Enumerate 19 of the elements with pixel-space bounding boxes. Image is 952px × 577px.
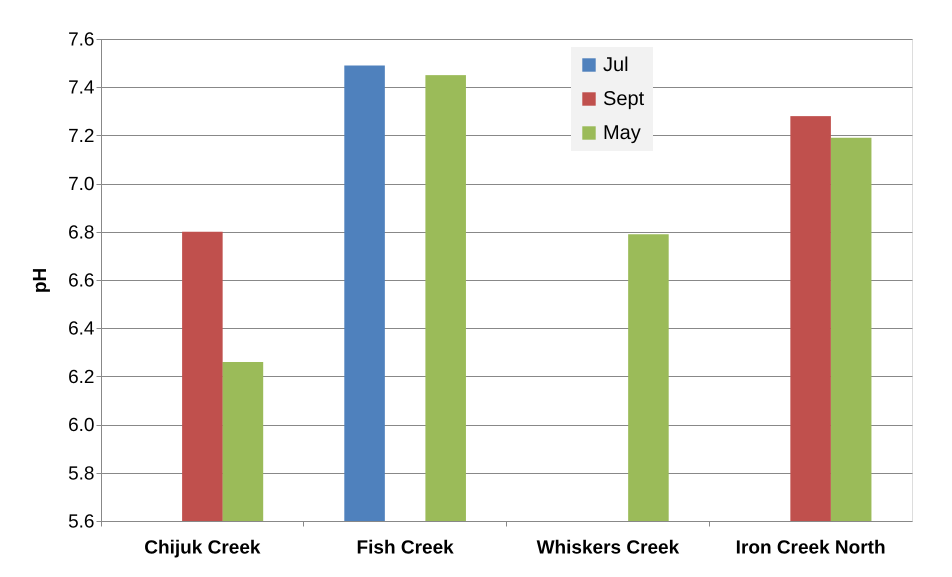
y-tick-label: 7.2 [68, 126, 94, 147]
x-tick-label: Whiskers Creek [536, 538, 680, 558]
x-tick-label: Iron Creek North [736, 538, 886, 558]
y-tick-label: 5.6 [68, 512, 94, 532]
x-tick-label: Fish Creek [356, 538, 454, 558]
y-tick-label: 7.6 [68, 30, 94, 50]
y-tick-label: 7.4 [68, 78, 95, 99]
legend-label: May [603, 122, 641, 144]
y-tick-label: 6.8 [68, 222, 94, 244]
y-tick-label: 5.8 [68, 463, 94, 484]
y-tick-label: 7.0 [68, 174, 94, 196]
legend-label: Jul [603, 54, 629, 76]
y-axis-title: pH [30, 268, 52, 294]
x-tick-label: Chijuk Creek [144, 538, 261, 558]
y-tick-label: 6.4 [68, 318, 95, 340]
y-tick-label: 6.2 [68, 366, 94, 388]
y-tick-label: 6.0 [68, 415, 94, 436]
legend-label: Sept [603, 88, 645, 110]
y-tick-label: 6.6 [68, 270, 94, 292]
